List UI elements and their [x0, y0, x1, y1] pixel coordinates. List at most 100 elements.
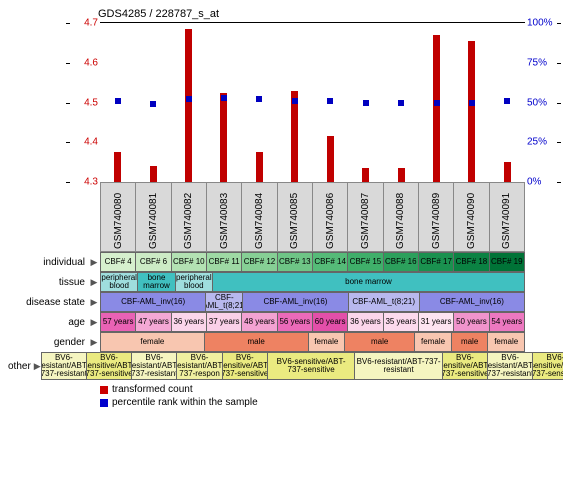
meta-row: gender▶femalemalefemalemalefemalemalefem… [8, 332, 525, 352]
meta-cell: 36 years [348, 312, 383, 332]
meta-cell: BV6-resistant/ABT-737-resistant [355, 352, 442, 380]
plot-area [100, 23, 525, 182]
bar-col [100, 23, 135, 182]
meta-cell: 57 years [100, 312, 136, 332]
meta-cell: female [488, 332, 525, 352]
meta-cell: female [309, 332, 346, 352]
meta-cell: 56 years [278, 312, 313, 332]
legend-item: transformed count [100, 384, 555, 395]
bar [327, 136, 334, 182]
bar-col [454, 23, 489, 182]
meta-cell: 60 years [313, 312, 348, 332]
bar [398, 168, 405, 182]
meta-cell: BV6-sensitive/ABT-737-sensitive [443, 352, 488, 380]
expand-icon[interactable]: ▶ [88, 292, 100, 312]
meta-cell: 37 years [207, 312, 242, 332]
point-marker [256, 96, 262, 102]
meta-cell: CBF# 18 [454, 252, 489, 272]
point-marker [469, 100, 475, 106]
point-marker [398, 100, 404, 106]
expand-icon[interactable]: ▶ [88, 272, 100, 292]
bar [468, 41, 475, 182]
expand-icon[interactable]: ▶ [88, 332, 100, 352]
meta-cell: 36 years [172, 312, 207, 332]
bar-col [135, 23, 170, 182]
x-label: GSM740091 [490, 182, 525, 252]
meta-cell: BV6-sensitive/ABT-737-sensitive [268, 352, 355, 380]
bar-col [419, 23, 454, 182]
bar [256, 152, 263, 182]
meta-cell: male [205, 332, 309, 352]
meta-cell: 54 years [490, 312, 525, 332]
point-marker [327, 98, 333, 104]
point-marker [221, 95, 227, 101]
x-axis-labels: GSM740080GSM740081GSM740082GSM740083GSM7… [100, 182, 525, 252]
metadata-table: individual▶CBF# 4CBF# 6CBF# 10CBF# 11CBF… [8, 252, 525, 380]
meta-cell: CBF# 12 [242, 252, 277, 272]
bar [220, 93, 227, 182]
meta-cell: peripheral blood [176, 272, 213, 292]
expand-icon[interactable]: ▶ [88, 312, 100, 332]
point-marker [115, 98, 121, 104]
legend-text: transformed count [112, 384, 193, 395]
meta-cell: CBF# 19 [490, 252, 525, 272]
bar [291, 91, 298, 182]
x-label: GSM740083 [207, 182, 242, 252]
meta-row: disease state▶CBF-AML_inv(16)CBF-AML_t(8… [8, 292, 525, 312]
bar [433, 35, 440, 182]
x-label: GSM740084 [242, 182, 277, 252]
meta-cell: CBF# 13 [278, 252, 313, 272]
bar [185, 29, 192, 182]
meta-cell: 48 years [242, 312, 277, 332]
meta-label: tissue [8, 272, 88, 292]
x-label: GSM740082 [172, 182, 207, 252]
bar [150, 166, 157, 182]
y-right-axis: 0%25%50%75%100% [527, 23, 557, 182]
meta-cell: CBF# 15 [348, 252, 383, 272]
meta-label: gender [8, 332, 88, 352]
point-marker [504, 98, 510, 104]
point-marker [434, 100, 440, 106]
chart-title: GDS4285 / 228787_s_at [98, 8, 555, 20]
meta-row: individual▶CBF# 4CBF# 6CBF# 10CBF# 11CBF… [8, 252, 525, 272]
meta-row: other▶BV6-resistant/ABT-737-resistantBV6… [8, 352, 525, 380]
legend-swatch [100, 399, 108, 407]
x-label: GSM740088 [384, 182, 419, 252]
meta-cell: CBF-AML_t(8;21) [349, 292, 420, 312]
x-label: GSM740085 [278, 182, 313, 252]
meta-label: disease state [8, 292, 88, 312]
expand-icon[interactable]: ▶ [34, 352, 41, 380]
x-label: GSM740081 [136, 182, 171, 252]
meta-cell: CBF-AML_t(8;21) [206, 292, 243, 312]
meta-cell: CBF-AML_inv(16) [100, 292, 206, 312]
meta-cell: bone marrow [138, 272, 175, 292]
chart-area: 4.34.44.54.64.7 0%25%50%75%100% [100, 22, 525, 182]
meta-cell: 31 years [419, 312, 454, 332]
meta-label: age [8, 312, 88, 332]
bar-col [490, 23, 525, 182]
bar-col [277, 23, 312, 182]
meta-cell: 47 years [136, 312, 171, 332]
meta-cell: BV6-resistant/ABT-737-resistant [41, 352, 87, 380]
meta-cell: BV6-sensitive/ABT-737-sensitive [223, 352, 268, 380]
legend: transformed countpercentile rank within … [100, 384, 555, 408]
meta-cell: female [415, 332, 452, 352]
meta-cell: CBF# 6 [136, 252, 171, 272]
meta-cell: 50 years [454, 312, 489, 332]
meta-cell: CBF-AML_inv(16) [420, 292, 525, 312]
meta-cell: bone marrow [213, 272, 525, 292]
meta-cell: CBF# 11 [207, 252, 242, 272]
meta-cell: CBF-AML_inv(16) [243, 292, 348, 312]
bar-col [171, 23, 206, 182]
x-label: GSM740089 [419, 182, 454, 252]
x-label: GSM740087 [348, 182, 383, 252]
bar-col [313, 23, 348, 182]
bar-col [348, 23, 383, 182]
meta-cell: BV6-resistant/ABT-737-resistant [132, 352, 177, 380]
point-marker [363, 100, 369, 106]
meta-row: age▶57 years47 years36 years37 years48 y… [8, 312, 525, 332]
meta-cell: BV6-resistant/ABT-737-resistant [488, 352, 533, 380]
bar-col [383, 23, 418, 182]
meta-row: tissue▶peripheral bloodbone marrowperiph… [8, 272, 525, 292]
expand-icon[interactable]: ▶ [88, 252, 100, 272]
